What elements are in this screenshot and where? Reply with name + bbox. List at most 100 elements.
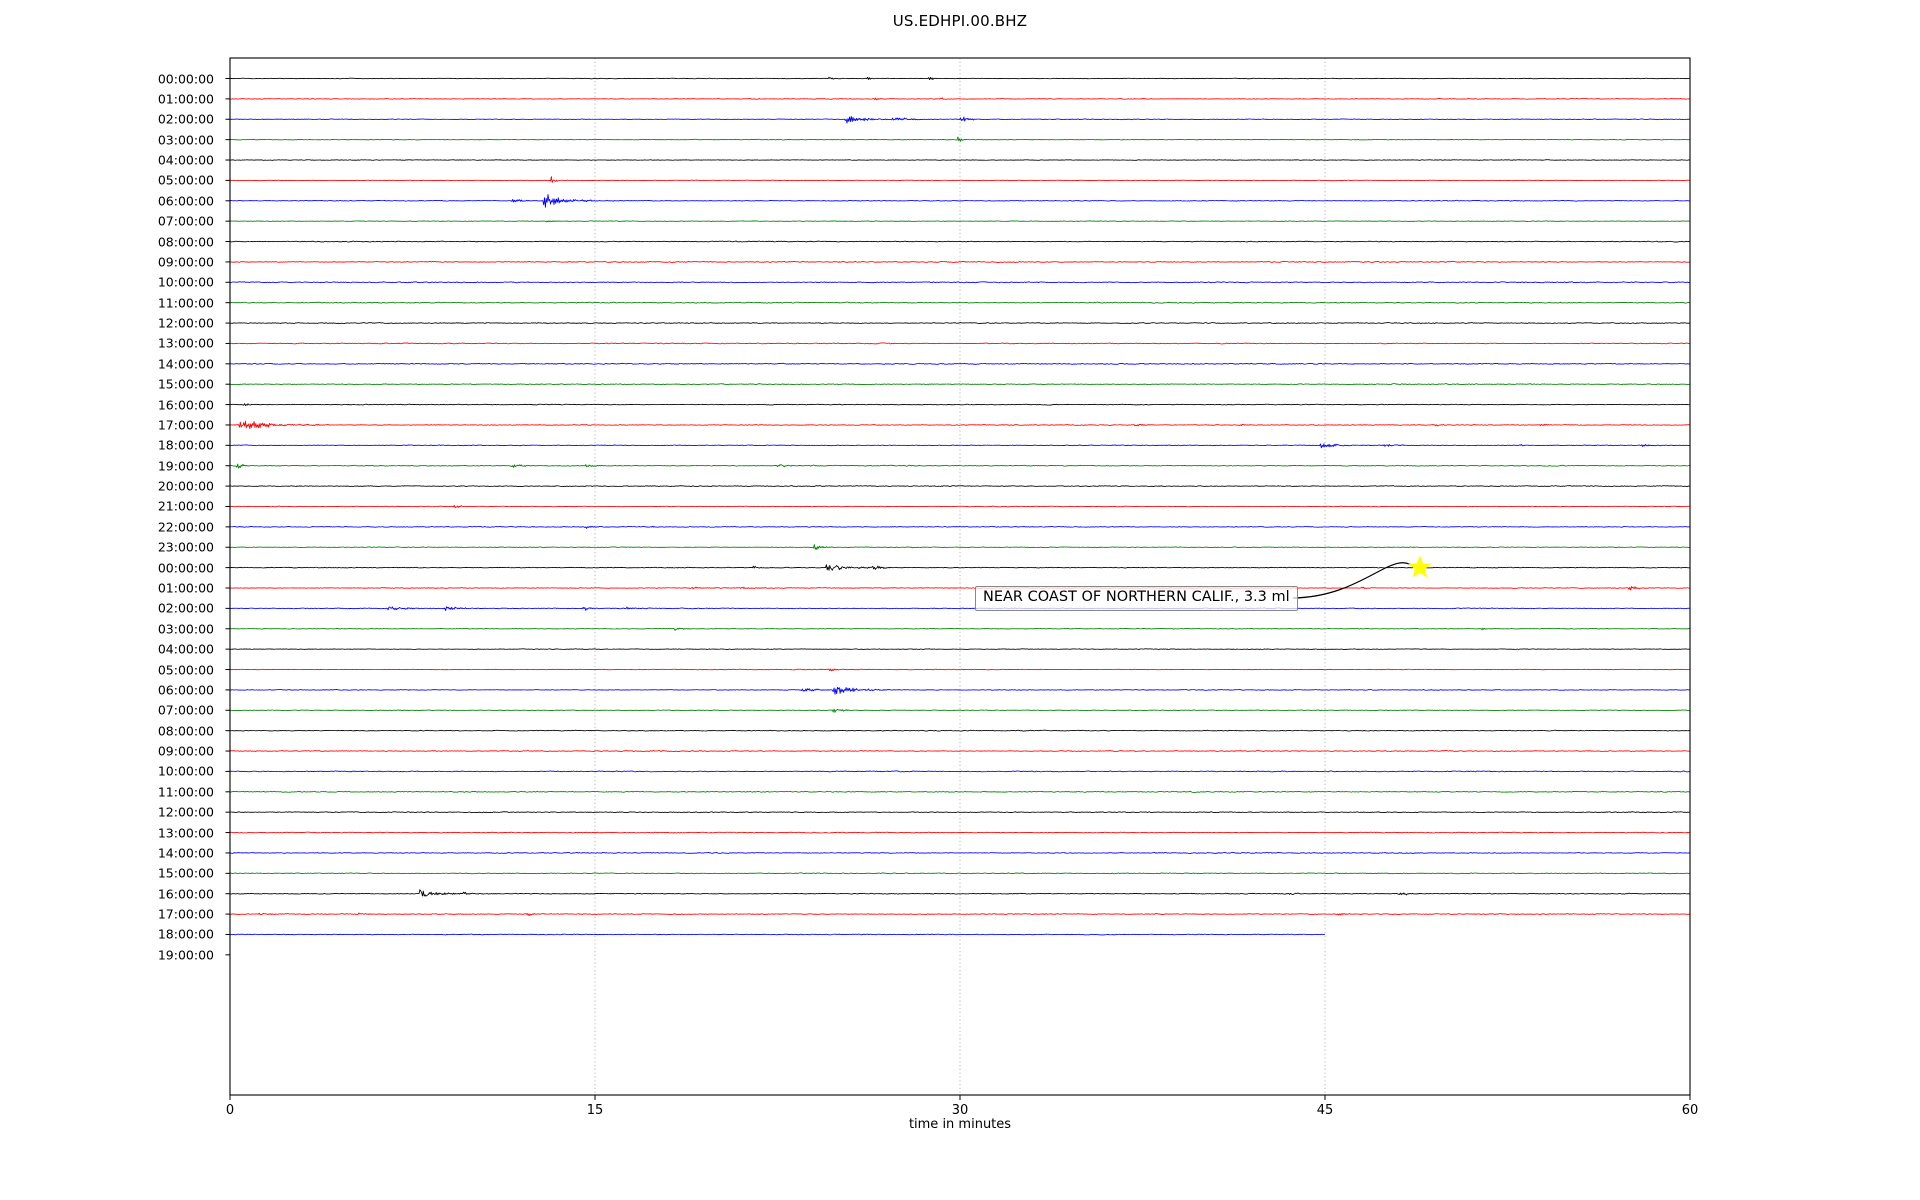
y-tick-label: 17:00:00	[157, 906, 214, 922]
y-tick-label: 20:00:00	[157, 478, 214, 494]
trace-row-37	[229, 831, 1691, 834]
y-tick-label: 16:00:00	[157, 886, 214, 902]
trace-row-16	[229, 403, 1691, 406]
trace-row-0	[229, 76, 1691, 80]
trace-row-30	[229, 686, 1691, 695]
trace-row-11	[229, 301, 1691, 304]
y-tick-label: 00:00:00	[157, 560, 214, 576]
trace-row-20	[229, 485, 1691, 488]
y-tick-label: 01:00:00	[157, 580, 214, 596]
y-tick-label: 09:00:00	[157, 254, 214, 270]
y-tick-label: 09:00:00	[157, 743, 214, 759]
y-tick-label: 13:00:00	[157, 335, 214, 351]
trace-row-34	[229, 770, 1691, 773]
y-tick-label: 07:00:00	[157, 213, 214, 229]
y-tick-label: 06:00:00	[157, 193, 214, 209]
trace-row-19	[229, 463, 1691, 469]
trace-row-42	[229, 933, 1326, 936]
y-tick-label: 17:00:00	[157, 417, 214, 433]
trace-row-39	[229, 872, 1691, 875]
trace-row-7	[229, 220, 1691, 223]
x-tick-label: 30	[951, 1103, 969, 1118]
y-tick-label: 07:00:00	[157, 702, 214, 718]
trace-row-4	[229, 159, 1691, 161]
y-tick-label: 15:00:00	[157, 865, 214, 881]
earthquake-star-marker	[1408, 555, 1432, 578]
trace-row-28	[229, 648, 1691, 650]
trace-row-8	[229, 240, 1691, 243]
x-tick-label: 60	[1681, 1103, 1699, 1118]
trace-row-40	[229, 889, 1691, 897]
trace-row-22	[229, 525, 1691, 529]
trace-row-27	[229, 627, 1691, 631]
trace-row-29	[229, 668, 1691, 672]
trace-row-1	[229, 97, 1691, 101]
trace-row-14	[229, 362, 1691, 365]
trace-row-41	[229, 912, 1691, 916]
x-tick-label: 15	[586, 1103, 604, 1118]
y-tick-label: 01:00:00	[157, 91, 214, 107]
x-tick-label: 45	[1316, 1103, 1334, 1118]
trace-row-36	[229, 811, 1691, 814]
trace-row-3	[229, 136, 1691, 142]
trace-row-12	[229, 322, 1691, 325]
y-tick-label: 21:00:00	[157, 498, 214, 514]
annotation-arrow	[1292, 562, 1417, 599]
trace-row-23	[229, 544, 1691, 551]
y-tick-label: 00:00:00	[157, 71, 214, 86]
y-tick-label: 16:00:00	[157, 397, 214, 413]
y-tick-label: 10:00:00	[157, 763, 214, 779]
trace-row-2	[229, 116, 1691, 124]
y-tick-label: 11:00:00	[157, 295, 214, 311]
y-tick-label: 05:00:00	[157, 172, 214, 188]
trace-row-26	[229, 606, 1691, 611]
x-axis-title: time in minutes	[908, 1117, 1012, 1132]
y-tick-label: 03:00:00	[157, 621, 214, 637]
y-tick-label: 14:00:00	[157, 356, 214, 372]
y-axis-tick-labels: 00:00:00 01:00:00 02:00:00 03:00:00 04:00:00…	[0, 0, 228, 1200]
event-annotation-label: NEAR COAST OF NORTHERN CALIF., 3.3 ml	[975, 586, 1298, 611]
y-tick-label: 14:00:00	[157, 845, 214, 861]
y-tick-label: 04:00:00	[157, 152, 214, 168]
plot-title: US.EDHPI.00.BHZ	[892, 12, 1028, 30]
y-tick-label: 03:00:00	[157, 132, 214, 148]
y-tick-label: 22:00:00	[157, 519, 214, 535]
axis-frame	[225, 57, 1691, 1100]
trace-row-10	[229, 281, 1691, 284]
trace-row-31	[229, 708, 1691, 713]
trace-row-38	[229, 851, 1691, 854]
trace-row-18	[229, 443, 1691, 449]
y-tick-label: 13:00:00	[157, 825, 214, 841]
y-tick-label: 02:00:00	[157, 600, 214, 616]
trace-row-35	[229, 790, 1691, 793]
trace-row-33	[229, 750, 1691, 753]
y-tick-label: 12:00:00	[157, 804, 214, 820]
y-tick-label: 11:00:00	[157, 784, 214, 800]
trace-row-15	[229, 383, 1691, 386]
y-tick-label: 19:00:00	[157, 947, 214, 963]
y-tick-label: 18:00:00	[157, 437, 214, 453]
trace-row-5	[229, 176, 1691, 183]
y-tick-label: 23:00:00	[157, 539, 214, 555]
trace-row-21	[229, 504, 1691, 509]
y-tick-label: 02:00:00	[157, 111, 214, 127]
trace-row-13	[229, 342, 1691, 345]
y-tick-label: 05:00:00	[157, 662, 214, 678]
y-tick-label: 10:00:00	[157, 274, 214, 290]
seismic-traces	[229, 76, 1691, 936]
y-tick-label: 15:00:00	[157, 376, 214, 392]
trace-row-17	[229, 420, 1691, 430]
y-tick-label: 12:00:00	[157, 315, 214, 331]
y-tick-label: 18:00:00	[157, 926, 214, 942]
y-tick-label: 06:00:00	[157, 682, 214, 698]
trace-row-6	[229, 194, 1691, 208]
x-tick-label: 0	[225, 1103, 235, 1118]
y-tick-label: 08:00:00	[157, 723, 214, 739]
trace-row-25	[229, 586, 1691, 591]
trace-row-9	[229, 260, 1691, 263]
y-tick-label: 19:00:00	[157, 458, 214, 474]
trace-row-32	[229, 729, 1691, 732]
